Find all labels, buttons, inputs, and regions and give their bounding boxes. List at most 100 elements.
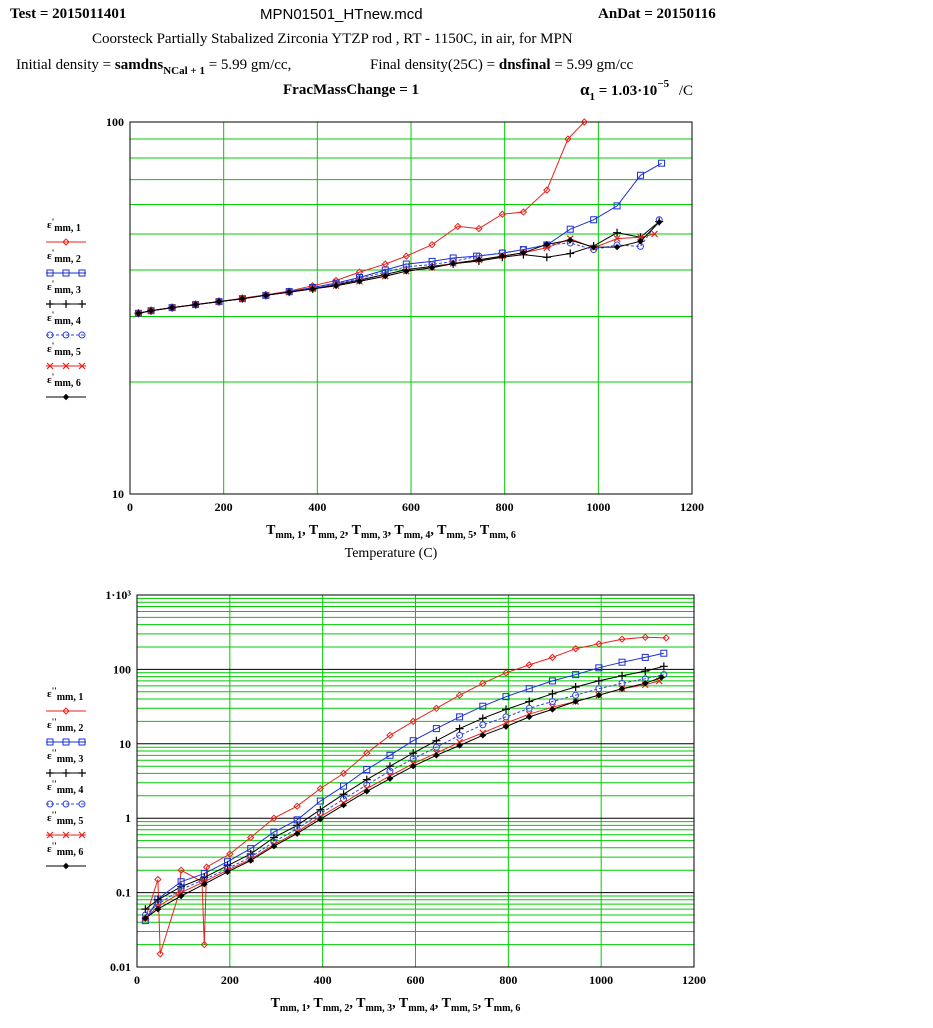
data-point — [363, 788, 370, 795]
data-point — [525, 685, 533, 693]
data-point — [549, 706, 556, 713]
legend-item-5: ε''mm, 5 — [46, 810, 86, 839]
data-point — [247, 833, 255, 842]
legend-marker — [62, 331, 70, 339]
data-point — [449, 260, 457, 267]
legend-label: ε''mm, 3 — [47, 748, 83, 765]
data-point — [316, 797, 324, 805]
initial-density-value: = 5.99 gm/cc, — [208, 57, 292, 73]
data-point — [595, 691, 603, 699]
data-point — [456, 742, 463, 749]
data-point — [499, 252, 506, 260]
data-point — [409, 717, 417, 726]
legend-item-3: ε'mm, 3 — [46, 279, 86, 308]
y-tick-label: 1·10³ — [105, 588, 131, 602]
y-tick-label: 0.1 — [116, 886, 131, 900]
data-point — [613, 202, 621, 210]
data-point — [153, 895, 162, 904]
data-point — [658, 674, 665, 681]
alpha-coefficient: α1 = 1.03·10−5 /C — [580, 78, 694, 103]
data-point — [590, 243, 597, 251]
data-point — [479, 679, 487, 688]
y-tick-label: 10 — [112, 487, 124, 501]
data-point — [498, 210, 507, 218]
data-point — [226, 850, 234, 858]
data-point — [403, 268, 410, 275]
data-point — [432, 704, 441, 713]
x-axis-label: Tmm, 1, Tmm, 2, Tmm, 3, Tmm, 4, Tmm, 5, … — [271, 996, 521, 1014]
data-point — [433, 752, 440, 759]
data-point — [270, 843, 278, 850]
data-point — [659, 662, 668, 671]
legend-marker — [78, 769, 86, 777]
data-point — [548, 689, 557, 698]
legend-marker — [62, 707, 70, 715]
legend-marker — [62, 269, 70, 277]
data-point — [340, 782, 348, 790]
final-density: Final density(25C) = dnsfinal = 5.99 gm/… — [370, 57, 633, 74]
data-point — [363, 766, 371, 774]
alpha-exponent: −5 — [657, 78, 670, 90]
legend-marker — [78, 362, 86, 370]
x-tick-label: 1200 — [682, 973, 706, 987]
series-5 — [141, 677, 663, 922]
x-axis-label: Tmm, 1, Tmm, 2, Tmm, 3, Tmm, 4, Tmm, 5, … — [266, 523, 516, 541]
data-point — [177, 892, 185, 900]
y-tick-label: 100 — [113, 662, 131, 676]
data-point — [595, 640, 603, 648]
legend-item-1: ε'mm, 1 — [46, 217, 86, 246]
legend-label: ε''mm, 6 — [47, 841, 83, 858]
data-point — [177, 866, 185, 874]
final-density-var: dnsfinal — [498, 57, 551, 73]
data-point — [269, 833, 278, 842]
series-line — [145, 680, 660, 919]
x-tick-label: 400 — [308, 500, 326, 514]
x-tick-label: 0 — [127, 500, 133, 514]
file-name: MPN01501_HTnew.mcd — [260, 6, 423, 23]
data-point — [356, 278, 363, 285]
data-point — [613, 235, 621, 242]
series-line — [144, 636, 667, 955]
y-tick-label: 10 — [119, 737, 131, 751]
data-point — [526, 713, 533, 721]
final-density-value: = 5.99 gm/cc — [554, 57, 634, 73]
data-point — [590, 216, 598, 224]
data-point — [317, 815, 324, 823]
data-point — [478, 714, 487, 723]
alpha-unit: /C — [678, 83, 694, 99]
data-point — [636, 171, 644, 179]
legend-marker — [62, 800, 70, 808]
legend-label: ε'mm, 4 — [47, 310, 81, 327]
legend-marker — [78, 269, 86, 277]
legend-item-2: ε'mm, 2 — [46, 248, 86, 277]
data-point — [386, 775, 394, 782]
data-point — [409, 755, 417, 763]
legend-marker — [78, 800, 86, 808]
data-point — [502, 693, 510, 701]
data-point — [660, 649, 668, 657]
legend-item-6: ε''mm, 6 — [46, 841, 86, 870]
x-tick-label: 200 — [221, 973, 239, 987]
initial-density: Initial density = samdnsNCal + 1 = 5.99 … — [16, 57, 292, 77]
legend-marker — [62, 738, 70, 746]
x-axis-label-line2: Temperature (C) — [345, 546, 438, 561]
data-point — [637, 238, 644, 245]
x-tick-label: 1200 — [680, 500, 704, 514]
x-tick-label: 600 — [407, 973, 425, 987]
data-point — [293, 830, 301, 837]
series-line — [144, 652, 664, 921]
series-6 — [142, 674, 665, 922]
data-point — [428, 264, 436, 271]
legend-item-6: ε'mm, 6 — [46, 372, 86, 401]
data-point — [572, 671, 580, 679]
data-point — [548, 698, 556, 706]
alpha-sub: 1 — [589, 91, 596, 103]
test-id: Test = 2015011401 — [10, 6, 127, 22]
legend-label: ε''mm, 1 — [47, 686, 83, 703]
data-point — [385, 762, 394, 771]
data-point — [355, 268, 364, 276]
data-point — [595, 685, 603, 693]
data-point — [262, 292, 270, 299]
legend-label: ε'mm, 2 — [47, 248, 81, 265]
